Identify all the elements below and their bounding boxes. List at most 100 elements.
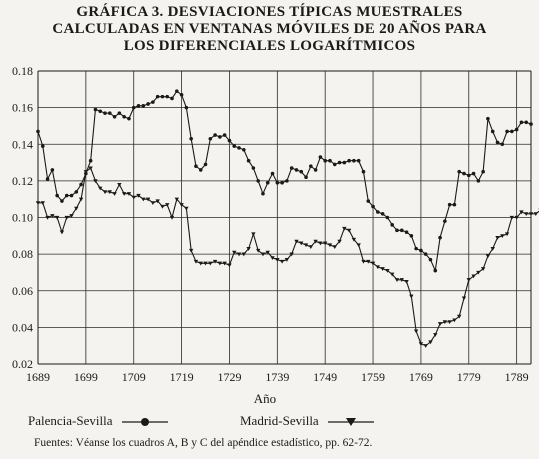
data-point — [189, 136, 193, 141]
data-point — [389, 272, 395, 277]
legend-item-palencia: Palencia-Sevilla — [28, 413, 168, 429]
data-point — [203, 162, 208, 167]
data-point — [50, 214, 55, 218]
data-point — [361, 259, 366, 264]
data-point — [476, 270, 481, 275]
data-point — [366, 259, 371, 264]
series-layer — [35, 89, 539, 348]
line-chart: 0.18 0.16 0.14 0.12 0.10 0.08 0.06 0.04 0.02 168… — [12, 64, 539, 406]
data-point — [413, 329, 419, 334]
x-tick-label: 1759 — [361, 370, 385, 384]
data-point — [399, 278, 404, 282]
data-point — [528, 212, 534, 217]
data-point — [241, 252, 247, 257]
data-point — [136, 103, 141, 108]
data-point — [174, 197, 180, 202]
data-point — [380, 267, 385, 271]
data-point — [40, 144, 45, 148]
data-point — [208, 261, 213, 266]
data-point — [399, 228, 404, 233]
x-tick-label: 1729 — [217, 370, 241, 384]
data-point — [471, 171, 476, 176]
x-tick-label: 1689 — [26, 370, 50, 384]
x-tick-label: 1769 — [409, 370, 433, 384]
data-point — [342, 226, 347, 231]
data-point — [98, 109, 103, 114]
data-point — [236, 252, 242, 257]
data-point — [50, 168, 55, 172]
data-point — [323, 158, 327, 163]
data-point — [169, 215, 175, 220]
data-point — [418, 342, 424, 347]
data-point — [122, 114, 126, 119]
data-point — [246, 158, 251, 163]
data-point — [102, 190, 108, 195]
data-point — [256, 179, 260, 183]
data-point — [151, 100, 155, 104]
data-point — [519, 120, 524, 125]
data-point — [423, 252, 428, 256]
data-point — [184, 105, 189, 110]
data-point — [452, 202, 457, 207]
data-point — [227, 263, 232, 268]
x-tick-label: 1699 — [74, 370, 98, 384]
data-point — [242, 147, 246, 152]
data-point — [270, 171, 275, 176]
data-point — [285, 179, 289, 183]
series-line-madrid-sevilla — [38, 167, 539, 347]
data-point — [107, 111, 112, 115]
data-point — [217, 261, 223, 266]
data-point — [64, 215, 69, 220]
data-point — [346, 228, 352, 233]
data-point — [160, 204, 165, 209]
data-point — [255, 248, 261, 253]
x-tick-label: 1749 — [313, 370, 337, 384]
legend-label-madrid: Madrid-Sevilla — [240, 413, 319, 428]
data-point — [533, 212, 538, 217]
data-point — [103, 111, 107, 115]
data-point — [69, 193, 74, 198]
data-point — [299, 169, 304, 174]
data-point — [447, 320, 452, 325]
data-point — [280, 180, 284, 185]
x-axis-ticks: 1689 1699 1709 1719 1729 1739 1749 1759 1769 1779… — [26, 370, 529, 384]
data-point — [371, 204, 375, 209]
y-tick-label: 0.14 — [12, 137, 33, 151]
data-point — [237, 146, 241, 150]
data-point — [447, 202, 452, 207]
data-point — [117, 111, 122, 115]
data-point — [261, 191, 265, 196]
data-point — [466, 173, 471, 178]
x-tick-label: 1709 — [122, 370, 146, 384]
data-point — [45, 177, 50, 181]
data-point — [88, 158, 93, 163]
data-point — [127, 116, 131, 121]
data-point — [299, 241, 304, 246]
data-point — [74, 206, 79, 211]
y-axis-ticks: 0.18 0.16 0.14 0.12 0.10 0.08 0.06 0.04 0.02 — [12, 64, 33, 371]
series-palencia-sevilla — [36, 89, 533, 273]
data-point — [356, 158, 361, 163]
data-point — [93, 107, 98, 112]
data-point — [452, 318, 457, 323]
data-point — [480, 267, 486, 271]
data-point — [69, 214, 74, 218]
data-point — [380, 212, 385, 216]
data-point — [265, 250, 270, 255]
data-point — [490, 129, 495, 134]
data-point — [279, 259, 285, 264]
data-point — [313, 168, 318, 172]
data-point — [83, 170, 89, 174]
data-point — [112, 114, 117, 119]
data-point — [294, 168, 299, 172]
x-tick-label: 1789 — [505, 370, 529, 384]
data-point — [60, 199, 64, 203]
data-point — [457, 314, 462, 319]
x-tick-label: 1719 — [170, 370, 194, 384]
data-point — [437, 322, 443, 326]
y-tick-label: 0.16 — [12, 101, 33, 115]
legend-item-madrid: Madrid-Sevilla — [240, 413, 374, 429]
data-point — [150, 201, 156, 206]
data-point — [179, 93, 184, 97]
data-point — [45, 215, 50, 220]
